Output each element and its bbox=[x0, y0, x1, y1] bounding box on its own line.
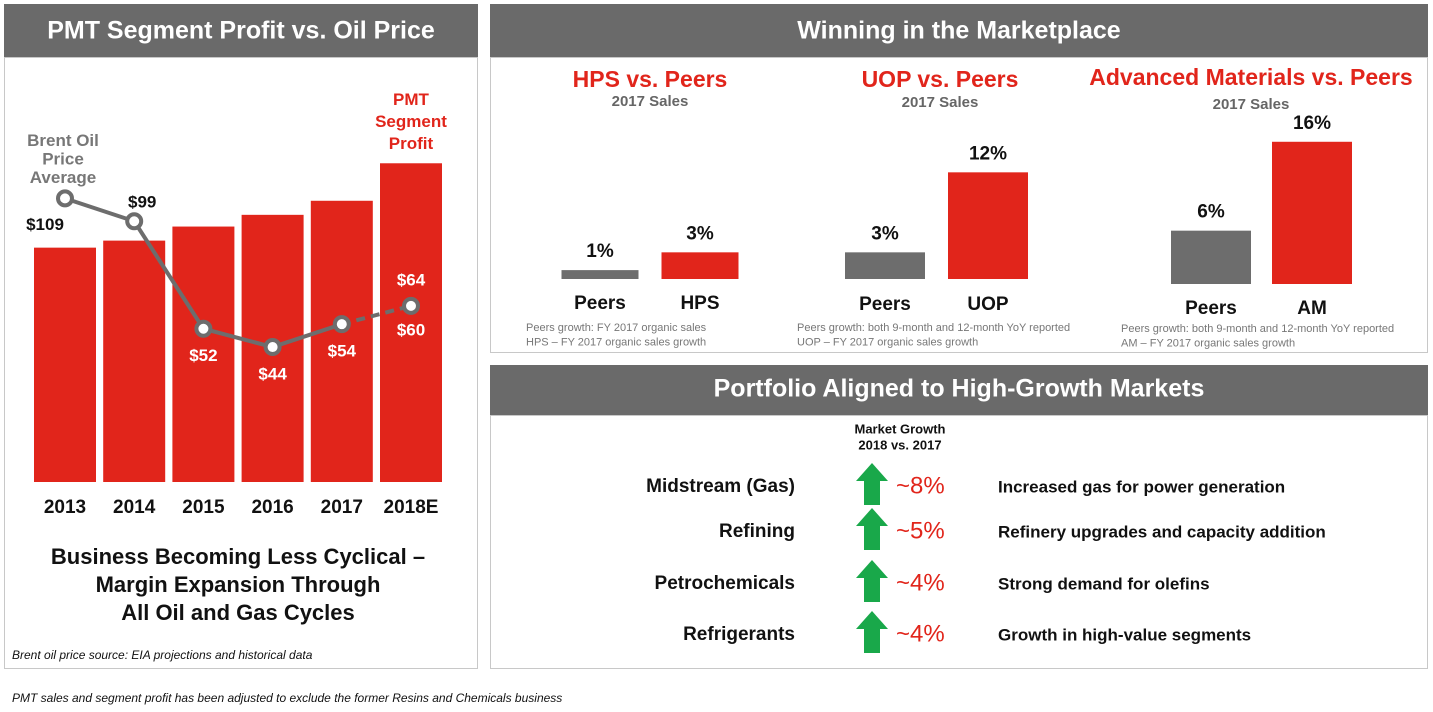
bar bbox=[948, 172, 1028, 279]
profit-bar bbox=[310, 200, 373, 482]
footnote: PMT sales and segment profit has been ad… bbox=[12, 691, 562, 705]
portfolio-panel bbox=[490, 415, 1428, 669]
growth-driver: Increased gas for power generation bbox=[998, 477, 1285, 496]
value-label: 12% bbox=[969, 143, 1007, 164]
category-label: Peers bbox=[574, 293, 626, 314]
chart-subtitle: 2017 Sales bbox=[902, 94, 979, 111]
oil-value-label: $54 bbox=[328, 342, 357, 361]
value-label: 3% bbox=[871, 223, 899, 244]
category-label: AM bbox=[1297, 298, 1327, 319]
x-tick-label: 2014 bbox=[113, 497, 156, 518]
oil-estimate-line bbox=[341, 303, 412, 327]
growth-arrow bbox=[856, 463, 888, 505]
oil-point bbox=[56, 189, 74, 208]
bar bbox=[845, 252, 925, 279]
market-name: Midstream (Gas) bbox=[646, 476, 795, 497]
value-label: 16% bbox=[1293, 113, 1331, 134]
chart-note: AM – FY 2017 organic sales growth bbox=[1121, 337, 1295, 349]
bar bbox=[561, 270, 639, 279]
value-label: 1% bbox=[586, 241, 614, 262]
left-header bbox=[4, 4, 478, 57]
category-label: Peers bbox=[1185, 298, 1237, 319]
chart-subtitle: 2017 Sales bbox=[1213, 96, 1290, 113]
column-header: 2018 vs. 2017 bbox=[858, 437, 941, 452]
profit-bar bbox=[380, 163, 442, 483]
oil-value-label: $52 bbox=[189, 346, 217, 365]
chart-title: Advanced Materials vs. Peers bbox=[1089, 64, 1412, 90]
oil-point bbox=[125, 212, 144, 231]
value-label: 6% bbox=[1197, 202, 1225, 223]
oil-value-label: $109 bbox=[26, 215, 64, 234]
column-header: Market Growth bbox=[854, 421, 945, 436]
oil-value-label: $44 bbox=[258, 365, 287, 384]
x-tick-label: 2018E bbox=[384, 497, 439, 518]
legend-label: PMT Segment Profit bbox=[375, 90, 447, 153]
growth-arrow bbox=[856, 508, 888, 550]
growth-value: ~4% bbox=[896, 620, 945, 647]
marketplace-title: Winning in the Marketplace bbox=[797, 17, 1121, 45]
x-tick-label: 2016 bbox=[251, 497, 293, 518]
category-label: Peers bbox=[859, 294, 911, 315]
market-name: Petrochemicals bbox=[655, 573, 795, 594]
value-label: 3% bbox=[686, 223, 714, 244]
oil-point bbox=[263, 338, 282, 357]
bar bbox=[661, 252, 739, 279]
oil-point bbox=[332, 315, 351, 334]
profit-bar bbox=[172, 226, 235, 482]
left-title: PMT Segment Profit vs. Oil Price bbox=[47, 17, 435, 45]
portfolio-title: Portfolio Aligned to High-Growth Markets bbox=[714, 375, 1205, 403]
oil-estimate-point bbox=[402, 296, 420, 315]
portfolio-header bbox=[490, 365, 1428, 415]
growth-driver: Refinery upgrades and capacity addition bbox=[998, 522, 1326, 541]
caption: All Oil and Gas Cycles bbox=[121, 600, 355, 625]
growth-value: ~4% bbox=[896, 569, 945, 596]
profit-bar bbox=[103, 240, 166, 482]
oil-estimate-label: $64 bbox=[397, 270, 426, 289]
x-tick-label: 2015 bbox=[182, 497, 225, 518]
chart-note: UOP – FY 2017 organic sales growth bbox=[797, 336, 978, 348]
growth-driver: Growth in high-value segments bbox=[998, 625, 1251, 644]
caption: Business Becoming Less Cyclical – bbox=[51, 544, 425, 569]
x-tick-label: 2013 bbox=[44, 497, 86, 518]
bar bbox=[1171, 230, 1251, 284]
chart-title: HPS vs. Peers bbox=[573, 66, 728, 92]
category-label: HPS bbox=[680, 293, 719, 314]
legend-label: Brent Oil Price Average bbox=[27, 131, 99, 187]
caption: Margin Expansion Through bbox=[96, 572, 381, 597]
category-label: UOP bbox=[967, 294, 1009, 315]
growth-arrow bbox=[856, 611, 888, 653]
chart-note: Peers growth: FY 2017 organic sales bbox=[526, 322, 707, 334]
chart-note: Peers growth: both 9-month and 12-month … bbox=[1121, 323, 1394, 335]
oil-estimate-label: $60 bbox=[397, 320, 425, 339]
chart-note: HPS – FY 2017 organic sales growth bbox=[526, 336, 706, 348]
bar bbox=[1272, 141, 1352, 284]
growth-value: ~5% bbox=[896, 517, 945, 544]
market-name: Refining bbox=[719, 521, 795, 542]
chart-title: UOP vs. Peers bbox=[862, 66, 1019, 92]
profit-bar bbox=[34, 247, 96, 482]
growth-value: ~8% bbox=[896, 472, 945, 499]
chart-subtitle: 2017 Sales bbox=[612, 93, 689, 110]
marketplace-header bbox=[490, 4, 1428, 57]
source-note: Brent oil price source: EIA projections … bbox=[12, 648, 313, 662]
oil-point bbox=[194, 319, 213, 338]
market-name: Refrigerants bbox=[683, 624, 795, 645]
x-tick-label: 2017 bbox=[321, 497, 363, 518]
chart-note: Peers growth: both 9-month and 12-month … bbox=[797, 322, 1070, 334]
oil-value-label: $99 bbox=[128, 193, 156, 212]
growth-arrow bbox=[856, 560, 888, 602]
growth-driver: Strong demand for olefins bbox=[998, 574, 1210, 593]
